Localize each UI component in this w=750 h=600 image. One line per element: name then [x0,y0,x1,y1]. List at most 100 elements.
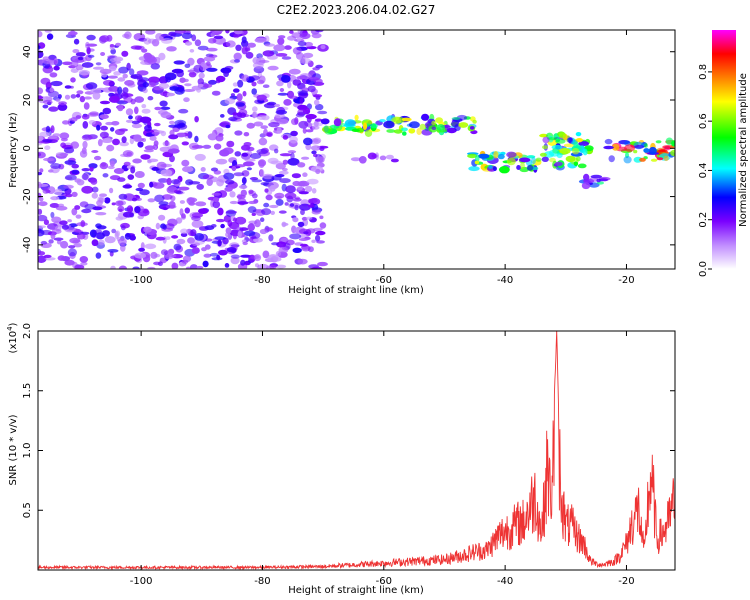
heatmap-cell [671,140,675,147]
heatmap-cell [393,129,403,134]
heatmap-cell [195,201,207,207]
heatmap-cell [125,119,134,123]
heatmap-cell [268,122,280,128]
heatmap-cell [458,122,469,128]
heatmap-cell [200,167,206,172]
heatmap-cell [251,193,258,199]
heatmap-cell [134,206,141,214]
heatmap-cell [315,230,326,236]
heatmap-cell [153,140,159,147]
heatmap-cell [663,155,669,162]
heatmap-cell [237,263,248,269]
colorbar-tick-label: 0.2 [698,212,709,228]
heatmap-cell [224,97,235,105]
heatmap-cell [650,158,658,162]
heatmap-cell [38,45,41,50]
heatmap-cell [289,95,298,100]
snr-panel: -100 -80 -60 -40 -20 0.5 1.0 1.5 2.0 Height of s… [6,322,676,596]
heatmap-cell [213,143,222,150]
heatmap-cell [314,118,323,122]
colorbar-tick-label: 0.6 [698,113,709,129]
heatmap-cell [108,95,120,103]
heatmap-cell [319,215,324,220]
heatmap-cell [282,159,289,165]
heatmap-cell [639,157,646,162]
heatmap-cell [542,145,548,150]
heatmap-cell [276,80,284,87]
heatmap-cell [242,241,248,246]
heatmap-cell [162,141,171,147]
heatmap-cell [633,156,643,163]
heatmap-cell [63,184,74,189]
heatmap-cell [431,126,437,131]
heatmap-cell [87,112,99,117]
heatmap-cell [105,121,114,126]
heatmap-cell [274,148,279,154]
heatmap-cell [38,201,48,207]
heatmap-cell [234,164,246,168]
heatmap-cell [208,79,217,85]
heatmap-cell [181,32,193,40]
heatmap-cell [181,141,189,146]
heatmap-cell [344,119,356,127]
x-tick-label: -20 [618,275,634,286]
heatmap-cell [180,228,189,235]
heatmap-cell [207,133,218,141]
heatmap-cell [113,71,121,76]
heatmap-cell [178,108,189,114]
heatmap-cell [187,237,195,244]
heatmap-cell [215,135,224,142]
heatmap-cell [289,30,294,34]
heatmap-cell [71,191,78,197]
heatmap-cell [206,47,218,52]
heatmap-cell [64,259,75,266]
snr-y-label: SNR (10 * v/v) [8,414,19,485]
heatmap-cell [408,121,420,129]
heatmap-cell [115,200,124,207]
heatmap-cell [297,180,310,187]
heatmap-cell [45,125,51,133]
heatmap-cell [43,254,52,258]
heatmap-cell [302,127,307,134]
heatmap-cell [253,111,258,118]
heatmap-cell [194,135,199,143]
heatmap-cell [271,175,282,181]
heatmap-cell [299,203,311,211]
heatmap-cell [109,160,115,167]
heatmap-cell [302,172,308,177]
heatmap-cell [120,225,126,231]
heatmap-cell [225,179,235,185]
heatmap-cell [147,38,157,44]
heatmap-cell [311,32,322,39]
heatmap-cell [212,200,221,209]
heatmap-cell [196,183,204,190]
spectrogram-x-label: Height of straight line (km) [288,285,424,296]
heatmap-cell [70,59,79,68]
heatmap-cell [102,79,115,86]
heatmap-cell [99,100,111,105]
heatmap-cell [151,131,160,135]
heatmap-cell [302,52,314,59]
heatmap-cell [267,254,279,263]
heatmap-cell [312,227,323,232]
heatmap-cell [247,223,255,232]
heatmap-cell [158,52,166,61]
heatmap-cell [81,173,89,180]
heatmap-cell [72,49,80,54]
heatmap-cell [184,207,190,214]
heatmap-region [350,152,399,164]
heatmap-cell [154,106,162,111]
heatmap-cell [252,62,264,69]
heatmap-cell [70,141,80,149]
x-tick-label: -100 [130,576,153,587]
heatmap-cell [301,156,310,160]
heatmap-cell [216,179,225,187]
heatmap-cell [233,217,237,222]
heatmap-cell [122,73,128,79]
heatmap-cell [246,122,255,129]
heatmap-cell [282,167,288,172]
heatmap-cell [90,178,98,185]
heatmap-cell [315,168,321,175]
heatmap-cell [287,150,297,154]
heatmap-cell [61,120,70,125]
